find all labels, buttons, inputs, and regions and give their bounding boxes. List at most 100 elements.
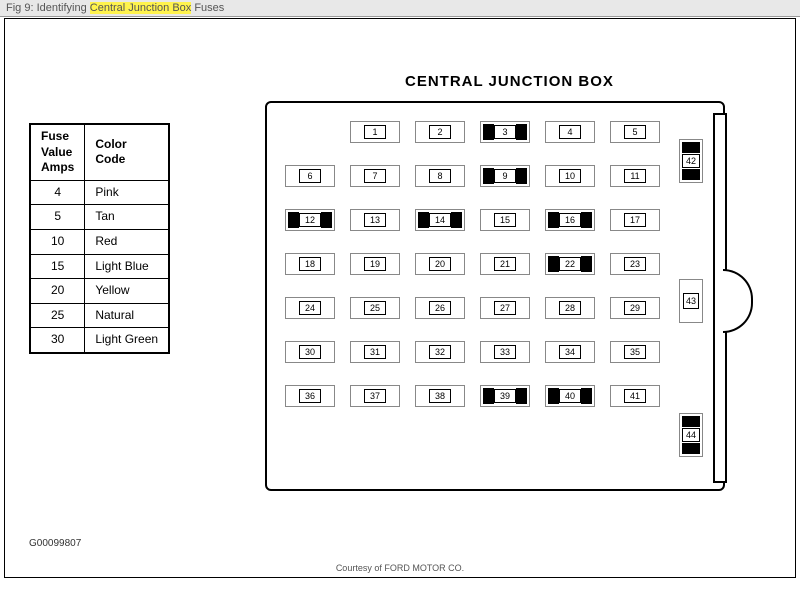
- fuse-label: 20: [429, 257, 451, 271]
- legend-amps: 20: [30, 279, 85, 304]
- fuse-label: 29: [624, 301, 646, 315]
- legend-row: 30Light Green: [30, 328, 169, 353]
- fuse-32: 32: [415, 341, 465, 363]
- fuse-label: 41: [624, 389, 646, 403]
- fuse-43: 43: [679, 279, 703, 323]
- credit-line: Courtesy of FORD MOTOR CO.: [5, 563, 795, 573]
- fuse-34: 34: [545, 341, 595, 363]
- caption-suffix: Fuses: [191, 2, 224, 14]
- fuse-8: 8: [415, 165, 465, 187]
- legend-row: 4Pink: [30, 180, 169, 205]
- legend-amps: 25: [30, 303, 85, 328]
- fuse-30: 30: [285, 341, 335, 363]
- fuse-label: 43: [683, 293, 699, 309]
- fuse-44: 44: [679, 413, 703, 457]
- legend-amps: 5: [30, 205, 85, 230]
- fuse-14: 14: [415, 209, 465, 231]
- fuse-26: 26: [415, 297, 465, 319]
- fuse-28: 28: [545, 297, 595, 319]
- document-id: G00099807: [29, 538, 81, 549]
- fuse-33: 33: [480, 341, 530, 363]
- fuse-20: 20: [415, 253, 465, 275]
- fuse-35: 35: [610, 341, 660, 363]
- fuse-16: 16: [545, 209, 595, 231]
- fuse-label: 15: [494, 213, 516, 227]
- fuse-label: 11: [624, 169, 646, 183]
- fuse-label: 10: [559, 169, 581, 183]
- legend-color: Pink: [85, 180, 169, 205]
- fuse-19: 19: [350, 253, 400, 275]
- fuse-label: 25: [364, 301, 386, 315]
- fuse-25: 25: [350, 297, 400, 319]
- fuse-3: 3: [480, 121, 530, 143]
- fuse-37: 37: [350, 385, 400, 407]
- fuse-39: 39: [480, 385, 530, 407]
- legend-color: Red: [85, 229, 169, 254]
- fuse-grid: 1234567891011121314151617181920212223242…: [285, 121, 665, 407]
- caption-highlight: Central Junction Box: [90, 2, 192, 14]
- fuse-label: 13: [364, 213, 386, 227]
- fuse-label: 3: [494, 125, 516, 139]
- fuse-label: 24: [299, 301, 321, 315]
- legend-color: Natural: [85, 303, 169, 328]
- fuse-2: 2: [415, 121, 465, 143]
- fuse-21: 21: [480, 253, 530, 275]
- fuse-38: 38: [415, 385, 465, 407]
- fuse-label: 28: [559, 301, 581, 315]
- fuse-11: 11: [610, 165, 660, 187]
- legend-row: 10Red: [30, 229, 169, 254]
- fuse-label: 12: [299, 213, 321, 227]
- fuse-15: 15: [480, 209, 530, 231]
- diagram-frame: FuseValueAmps ColorCode 4Pink5Tan10Red15…: [4, 18, 796, 578]
- fuse-label: 14: [429, 213, 451, 227]
- fuse-27: 27: [480, 297, 530, 319]
- fuse-1: 1: [350, 121, 400, 143]
- fuse-7: 7: [350, 165, 400, 187]
- fuse-9: 9: [480, 165, 530, 187]
- legend-color: Light Blue: [85, 254, 169, 279]
- fuse-label: 34: [559, 345, 581, 359]
- junction-box: 1234567891011121314151617181920212223242…: [265, 101, 725, 491]
- fuse-label: 22: [559, 257, 581, 271]
- fuse-41: 41: [610, 385, 660, 407]
- junction-box-title: CENTRAL JUNCTION BOX: [405, 73, 614, 90]
- legend-color: Light Green: [85, 328, 169, 353]
- fuse-label: 8: [429, 169, 451, 183]
- legend-amps: 15: [30, 254, 85, 279]
- fuse-label: 38: [429, 389, 451, 403]
- fuse-label: 35: [624, 345, 646, 359]
- fuse-label: 16: [559, 213, 581, 227]
- fuse-label: 1: [364, 125, 386, 139]
- fuse-label: 33: [494, 345, 516, 359]
- fuse-4: 4: [545, 121, 595, 143]
- fuse-label: 17: [624, 213, 646, 227]
- fuse-label: 27: [494, 301, 516, 315]
- fuse-label: 23: [624, 257, 646, 271]
- legend-color: Tan: [85, 205, 169, 230]
- legend-table: FuseValueAmps ColorCode 4Pink5Tan10Red15…: [29, 123, 170, 354]
- fuse-label: 42: [682, 154, 700, 168]
- legend-amps: 4: [30, 180, 85, 205]
- fuse-label: 31: [364, 345, 386, 359]
- legend-header-color: ColorCode: [85, 124, 169, 180]
- fuse-label: 19: [364, 257, 386, 271]
- fuse-17: 17: [610, 209, 660, 231]
- fuse-label: 37: [364, 389, 386, 403]
- fuse-label: 30: [299, 345, 321, 359]
- fuse-10: 10: [545, 165, 595, 187]
- legend-row: 20Yellow: [30, 279, 169, 304]
- legend-amps: 30: [30, 328, 85, 353]
- fuse-label: 5: [624, 125, 646, 139]
- fuse-label: 4: [559, 125, 581, 139]
- caption-prefix: Fig 9: Identifying: [6, 2, 90, 14]
- fuse-label: 7: [364, 169, 386, 183]
- fuse-18: 18: [285, 253, 335, 275]
- fuse-36: 36: [285, 385, 335, 407]
- fuse-12: 12: [285, 209, 335, 231]
- fuse-label: 44: [682, 428, 700, 442]
- fuse-22: 22: [545, 253, 595, 275]
- connector-plug: [723, 269, 753, 333]
- fuse-6: 6: [285, 165, 335, 187]
- fuse-label: 32: [429, 345, 451, 359]
- legend-row: 5Tan: [30, 205, 169, 230]
